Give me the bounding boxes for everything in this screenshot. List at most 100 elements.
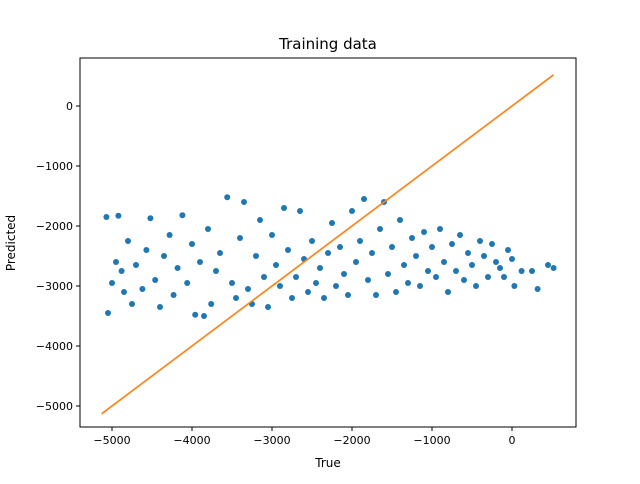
scatter-point [118,268,125,274]
scatter-point [229,280,235,286]
plot-area [101,74,557,415]
scatter-point [125,238,131,244]
scatter-point [497,265,503,271]
y-tick-label: 0 [66,100,73,113]
scatter-point [518,268,525,274]
scatter-point [133,262,139,268]
x-tick-label: −1000 [413,434,450,447]
scatter-point [179,212,186,219]
scatter-point [433,274,439,280]
scatter-point [421,229,427,235]
scatter-point [509,256,515,262]
scatter-point [393,289,399,295]
scatter-point [457,232,463,238]
scatter-point [241,199,247,205]
scatter-point [273,262,279,268]
scatter-point [139,286,146,292]
scatter-point [317,265,323,271]
scatter-point [174,265,181,271]
scatter-point [103,214,110,220]
axes-frame [79,57,577,428]
scatter-point [489,241,495,247]
scatter-point [224,194,231,201]
scatter-point [205,226,211,232]
scatter-point [341,271,347,277]
scatter-point [545,262,551,268]
scatter-point [417,283,423,289]
scatter-point [369,250,375,256]
scatter-point [437,226,443,232]
scatter-point [461,277,467,283]
scatter-point [409,235,415,241]
x-tick-label: −3000 [253,434,290,447]
scatter-point [170,292,177,298]
scatter-point [473,283,479,289]
scatter-point [345,292,351,298]
scatter-point [493,259,499,265]
y-axis-label: Predicted [4,215,18,271]
x-tick-label: −5000 [93,434,130,447]
scatter-point [329,220,335,226]
scatter-point [201,313,207,319]
y-tick-label: −2000 [36,220,73,233]
scatter-point [189,241,195,247]
scatter-point [453,268,459,274]
scatter-point [529,268,535,274]
scatter-point [208,301,215,307]
scatter-point [113,259,119,265]
scatter-point [297,208,303,214]
scatter-point [413,253,419,259]
scatter-point [269,232,275,238]
scatter-point [477,238,483,244]
x-tick-label: −2000 [333,434,370,447]
scatter-point [157,304,163,310]
scatter-point [184,280,191,286]
reference-line [101,74,555,415]
scatter-point [505,247,511,253]
scatter-point [534,286,541,292]
scatter-point [550,265,557,271]
scatter-point [353,259,359,265]
x-tick-label: −4000 [173,434,210,447]
scatter-point [349,208,355,214]
scatter-point [321,295,327,301]
scatter-point [365,277,371,283]
scatter-point [213,268,219,274]
scatter-point [481,253,487,259]
scatter-point [281,205,287,211]
scatter-point [253,253,259,259]
scatter-point [309,238,315,244]
scatter-point [166,232,173,238]
scatter-point [143,247,150,253]
scatter-point [401,262,407,268]
scatter-point [511,283,518,289]
scatter-point [285,247,291,253]
scatter-point [245,286,251,292]
scatter-point [115,212,122,219]
scatter-point [485,274,491,280]
scatter-point [237,235,243,241]
scatter-point [197,259,203,265]
y-tick-label: −3000 [36,280,73,293]
scatter-point [161,253,167,259]
y-tick-label: −4000 [36,340,73,353]
scatter-point [277,283,283,289]
scatter-point [429,244,435,250]
scatter-point [265,304,271,310]
scatter-point [357,238,363,244]
scatter-point [405,280,411,286]
scatter-point [337,244,343,250]
scatter-point [121,289,127,295]
scatter-point [217,250,223,256]
scatter-point [325,250,331,256]
scatter-point [333,283,339,289]
scatter-point [129,301,135,307]
scatter-point [465,250,471,256]
scatter-point [501,274,507,280]
y-tick-label: −5000 [36,400,73,413]
x-tick-label: 0 [509,434,516,447]
scatter-point [397,217,403,223]
scatter-point [147,215,154,222]
scatter-point [152,277,159,283]
